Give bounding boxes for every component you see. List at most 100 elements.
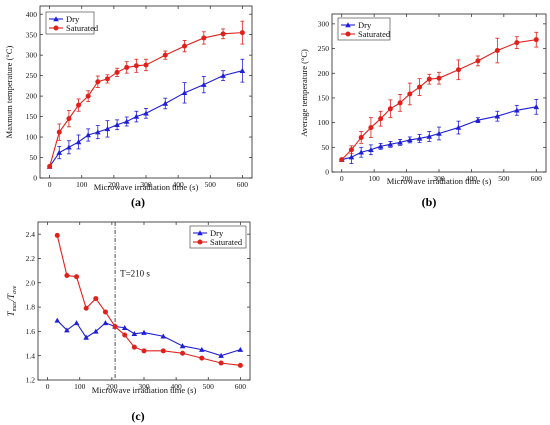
data-point-dry	[436, 130, 442, 136]
legend-marker	[53, 16, 59, 22]
caption-b: (b)	[422, 195, 437, 209]
y-axis-title-part: ave	[12, 285, 18, 294]
y-tick-label: 1.8	[26, 303, 36, 312]
data-point-saturated	[218, 360, 224, 366]
y-tick-label: 1.2	[26, 376, 36, 385]
x-tick-label: 500	[205, 180, 217, 189]
data-point-dry	[514, 107, 520, 113]
x-axis-title: Microwave irradiation time (s)	[387, 176, 492, 186]
data-point-dry	[455, 124, 462, 130]
x-tick-label: 300	[433, 174, 445, 183]
data-point-saturated	[64, 272, 70, 278]
data-point-saturated	[436, 75, 442, 81]
x-axis-title: Microwave irradiation time (s)	[94, 182, 199, 192]
legend-label: Saturated	[358, 29, 391, 39]
data-point-dry	[54, 317, 61, 323]
data-point-saturated	[426, 76, 432, 82]
data-point-dry	[162, 100, 169, 106]
data-point-dry	[201, 81, 207, 87]
y-tick-label: 300	[26, 51, 38, 60]
data-point-saturated	[220, 31, 226, 37]
legend-label: Dry	[66, 14, 80, 24]
x-tick-label: 500	[498, 174, 510, 183]
x-tick-label: 400	[466, 174, 478, 183]
data-point-saturated	[76, 102, 82, 108]
x-tick-label: 600	[531, 174, 543, 183]
data-point-saturated	[95, 79, 101, 85]
y-tick-label: 2.4	[26, 230, 36, 239]
y-tick-label: 1.4	[26, 351, 36, 360]
series-line-saturated	[49, 32, 243, 167]
y-tick-label: 50	[322, 143, 330, 152]
data-point-dry	[416, 135, 423, 141]
y-axis-title: Tmax/Tave	[6, 285, 18, 316]
data-point-dry	[199, 346, 205, 352]
data-point-dry	[368, 146, 374, 153]
data-point-dry	[218, 352, 224, 358]
data-point-saturated	[514, 40, 520, 46]
chart-panel-b: 0 100 200 300 400 500 600050100150200250300Mic…	[299, 13, 547, 186]
series-group	[338, 31, 540, 165]
data-point-dry	[348, 154, 355, 160]
chart-panel-a: 0 100 200 300 400 500 600 0 50 100 150 200 250 300 350…	[4, 5, 253, 192]
y-tick-label: 100	[26, 133, 38, 142]
data-point-dry	[407, 137, 413, 143]
data-point-saturated	[124, 64, 130, 70]
series-group	[54, 232, 244, 368]
data-point-saturated	[348, 147, 354, 153]
data-point-saturated	[74, 274, 80, 280]
data-point-saturated	[54, 232, 60, 238]
x-axis-title: Microwave irradiation time (s)	[92, 385, 197, 395]
series-line-saturated	[341, 39, 537, 161]
data-point-saturated	[533, 37, 539, 43]
data-point-saturated	[182, 43, 188, 49]
data-point-dry	[181, 90, 188, 96]
data-point-saturated	[85, 93, 91, 99]
data-point-saturated	[368, 125, 374, 131]
data-point-saturated	[455, 67, 461, 73]
data-point-dry	[533, 104, 540, 110]
data-point-saturated	[397, 100, 403, 106]
y-tick-label: 250	[318, 44, 330, 53]
legend-label: Saturated	[66, 23, 99, 33]
x-tick-label: 300	[140, 180, 152, 189]
data-point-dry	[160, 333, 167, 339]
data-point-dry	[75, 139, 82, 145]
data-point-dry	[104, 126, 111, 132]
data-point-dry	[377, 143, 384, 149]
data-point-dry	[95, 129, 101, 135]
series-group	[46, 20, 246, 170]
data-point-dry	[73, 320, 80, 326]
legend-label: Saturated	[210, 237, 243, 247]
data-point-saturated	[199, 355, 205, 361]
y-tick-label: 0	[325, 168, 329, 177]
y-axis-title-part: /T	[6, 293, 16, 303]
y-axis-title: Average temperature (°C)	[299, 49, 309, 137]
data-point-dry	[143, 110, 149, 116]
data-point-saturated	[237, 362, 243, 368]
data-point-dry	[93, 328, 99, 334]
x-tick-label: 600	[235, 382, 247, 391]
data-point-dry	[387, 141, 394, 147]
legend-label: Dry	[210, 228, 224, 238]
data-point-saturated	[417, 84, 423, 90]
data-point-saturated	[131, 344, 137, 350]
legend-marker	[345, 22, 351, 28]
x-tick-label: 0	[46, 382, 50, 391]
data-point-dry	[358, 149, 364, 155]
data-point-dry	[66, 144, 72, 150]
data-point-dry	[102, 320, 109, 326]
series-line-dry	[341, 106, 537, 161]
x-tick-label: 600	[237, 180, 249, 189]
data-point-saturated	[133, 63, 139, 69]
data-point-dry	[475, 117, 481, 123]
data-point-dry	[239, 67, 246, 73]
chart-panel-c: 0 100 200 300 400 500 600 1.2 1.4 1.6 1.8 2.0 2.2 2.4…	[6, 221, 251, 395]
y-tick-label: 250	[26, 71, 38, 80]
data-point-saturated	[104, 76, 110, 82]
y-tick-label: 300	[318, 19, 330, 28]
data-point-saturated	[56, 129, 62, 135]
y-tick-label: 150	[318, 94, 330, 103]
caption-a: (a)	[131, 195, 145, 209]
y-tick-label: 100	[318, 118, 330, 127]
